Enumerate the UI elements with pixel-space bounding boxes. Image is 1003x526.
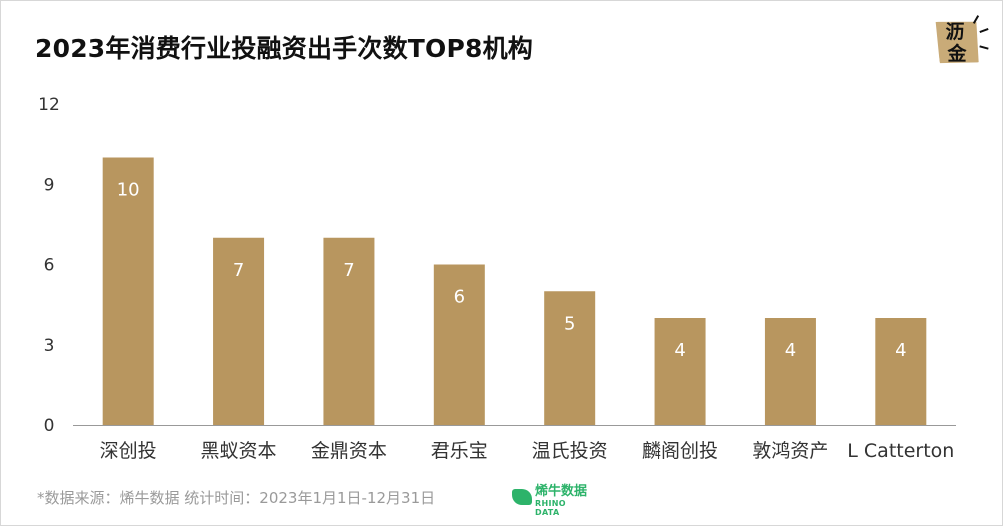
data-label: 7 bbox=[343, 260, 354, 281]
x-tick-label: 金鼎资本 bbox=[311, 440, 387, 462]
brand-logo-icon: 沥 金 bbox=[931, 13, 989, 69]
y-tick-label: 9 bbox=[44, 175, 55, 195]
y-axis: 0 3 6 9 12 bbox=[38, 95, 60, 436]
bar bbox=[764, 318, 816, 425]
bar bbox=[875, 318, 927, 425]
rhino-data-logo: 烯牛数据 RHINO DATA bbox=[512, 484, 590, 517]
data-label: 4 bbox=[785, 340, 796, 361]
data-label: 10 bbox=[117, 180, 140, 201]
x-tick-labels-group: 深创投 黑蚁资本 金鼎资本 君乐宝 温氏投资 麟阁创投 敦鸿资产 L Catterton bbox=[100, 440, 955, 462]
y-tick-label: 12 bbox=[38, 95, 60, 115]
rhino-brand-sub: RHINO DATA bbox=[535, 499, 566, 517]
x-tick-label: 深创投 bbox=[100, 440, 157, 462]
logo-char-1: 沥 bbox=[945, 21, 965, 43]
y-tick-label: 0 bbox=[44, 416, 55, 436]
rhino-brand-name: 烯牛数据 bbox=[535, 484, 588, 499]
rhino-icon bbox=[512, 489, 532, 505]
bar bbox=[433, 264, 485, 425]
data-label: 4 bbox=[674, 340, 685, 361]
y-tick-label: 6 bbox=[44, 256, 55, 276]
bar bbox=[102, 157, 154, 425]
bar bbox=[654, 318, 706, 425]
bar bbox=[544, 291, 596, 425]
x-tick-label: 君乐宝 bbox=[431, 440, 488, 462]
data-label: 6 bbox=[454, 287, 465, 308]
data-label: 4 bbox=[895, 340, 906, 361]
chart-title: 2023年消费行业投融资出手次数TOP8机构 bbox=[35, 34, 534, 63]
logo-char-2: 金 bbox=[947, 43, 967, 65]
bar-chart: 0 3 6 9 12 10 7 7 6 5 4 4 4 深创投 黑蚁资本 金鼎资本 君乐宝 温氏投资 麟阁创投 敦… bbox=[38, 95, 956, 462]
x-tick-label: 敦鸿资产 bbox=[752, 440, 828, 462]
y-tick-label: 3 bbox=[44, 336, 55, 356]
x-tick-label: L Catterton bbox=[847, 440, 954, 462]
source-note: *数据来源：烯牛数据 统计时间：2023年1月1日-12月31日 bbox=[37, 489, 436, 507]
x-tick-label: 麟阁创投 bbox=[642, 440, 718, 462]
bar bbox=[323, 237, 375, 425]
x-tick-label: 黑蚁资本 bbox=[201, 440, 277, 462]
data-label: 7 bbox=[233, 260, 244, 281]
data-label: 5 bbox=[564, 313, 575, 334]
data-labels-group: 10 7 7 6 5 4 4 4 bbox=[117, 180, 907, 362]
x-tick-label: 温氏投资 bbox=[532, 440, 608, 462]
bar bbox=[213, 237, 265, 425]
bars-group bbox=[102, 157, 927, 425]
